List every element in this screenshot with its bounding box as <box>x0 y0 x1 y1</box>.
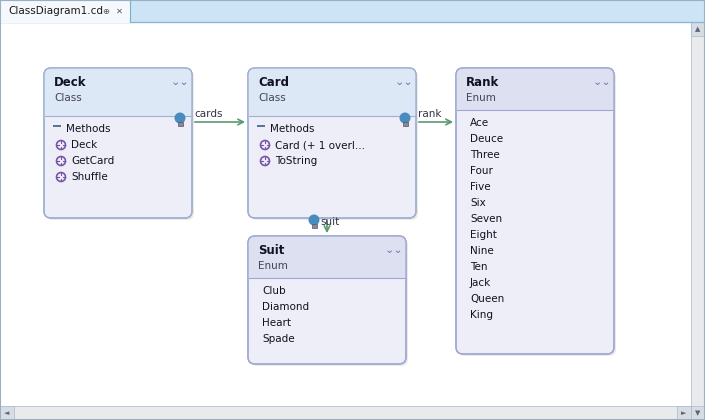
FancyBboxPatch shape <box>248 68 416 123</box>
FancyBboxPatch shape <box>456 68 614 354</box>
FancyBboxPatch shape <box>44 68 192 218</box>
Text: Six: Six <box>470 198 486 208</box>
Text: Class: Class <box>54 93 82 103</box>
Text: ⊕: ⊕ <box>102 7 109 16</box>
Bar <box>0 0 130 22</box>
Circle shape <box>309 215 319 226</box>
Text: Shuffle: Shuffle <box>71 172 108 182</box>
Text: ToString: ToString <box>275 156 317 166</box>
FancyBboxPatch shape <box>44 68 192 123</box>
Text: Seven: Seven <box>470 214 502 224</box>
Text: Rank: Rank <box>466 76 499 89</box>
Bar <box>0 406 691 420</box>
Bar <box>403 122 407 126</box>
FancyBboxPatch shape <box>248 236 406 364</box>
Bar <box>691 22 705 36</box>
Text: ⌄⌄: ⌄⌄ <box>593 77 611 87</box>
Text: ◄: ◄ <box>4 410 10 416</box>
Text: Card: Card <box>258 76 289 89</box>
Text: Nine: Nine <box>470 246 493 256</box>
Bar <box>0 406 14 420</box>
FancyBboxPatch shape <box>456 68 614 117</box>
FancyBboxPatch shape <box>250 70 418 220</box>
Text: Deck: Deck <box>54 76 87 89</box>
Circle shape <box>175 113 185 123</box>
Text: suit: suit <box>320 217 339 227</box>
Text: Four: Four <box>470 166 493 176</box>
Text: Deck: Deck <box>71 140 97 150</box>
Text: Five: Five <box>470 182 491 192</box>
Bar <box>457 110 613 117</box>
Text: King: King <box>470 310 493 320</box>
Bar <box>691 406 705 420</box>
FancyBboxPatch shape <box>458 70 616 356</box>
Text: ⌄⌄: ⌄⌄ <box>385 245 403 255</box>
Text: Jack: Jack <box>470 278 491 288</box>
Text: Deuce: Deuce <box>470 134 503 144</box>
Text: ▲: ▲ <box>695 26 701 32</box>
FancyBboxPatch shape <box>248 236 406 285</box>
Text: Methods: Methods <box>66 124 111 134</box>
FancyBboxPatch shape <box>46 70 194 220</box>
Bar <box>312 224 317 228</box>
Text: Eight: Eight <box>470 230 497 240</box>
Bar <box>0 0 705 22</box>
Text: Enum: Enum <box>258 261 288 271</box>
Text: GetCard: GetCard <box>71 156 114 166</box>
Text: Diamond: Diamond <box>262 302 309 312</box>
Text: ►: ► <box>681 410 687 416</box>
Text: Spade: Spade <box>262 334 295 344</box>
Text: ▼: ▼ <box>695 410 701 416</box>
Text: Heart: Heart <box>262 318 291 328</box>
Text: Three: Three <box>470 150 500 160</box>
FancyBboxPatch shape <box>248 68 416 218</box>
Bar <box>178 122 183 126</box>
Text: Club: Club <box>262 286 286 296</box>
Bar <box>677 406 691 420</box>
Text: ⌄⌄: ⌄⌄ <box>395 77 413 87</box>
Text: rank: rank <box>418 109 441 119</box>
Text: cards: cards <box>194 109 223 119</box>
Text: Suit: Suit <box>258 244 284 257</box>
Text: Methods: Methods <box>270 124 314 134</box>
Bar <box>45 116 191 123</box>
FancyBboxPatch shape <box>250 238 408 366</box>
Bar <box>249 278 405 285</box>
Text: Queen: Queen <box>470 294 504 304</box>
Bar <box>53 125 61 126</box>
Text: ClassDiagram1.cd: ClassDiagram1.cd <box>8 6 103 16</box>
Circle shape <box>400 113 410 123</box>
Bar <box>257 125 265 126</box>
Text: Enum: Enum <box>466 93 496 103</box>
Text: Ace: Ace <box>470 118 489 128</box>
Text: Class: Class <box>258 93 286 103</box>
Text: Ten: Ten <box>470 262 487 272</box>
Bar <box>691 22 705 420</box>
Bar <box>249 116 415 123</box>
Text: ⌄⌄: ⌄⌄ <box>171 77 190 87</box>
Text: ✕: ✕ <box>116 7 123 16</box>
Text: Card (+ 1 overl...: Card (+ 1 overl... <box>275 140 365 150</box>
